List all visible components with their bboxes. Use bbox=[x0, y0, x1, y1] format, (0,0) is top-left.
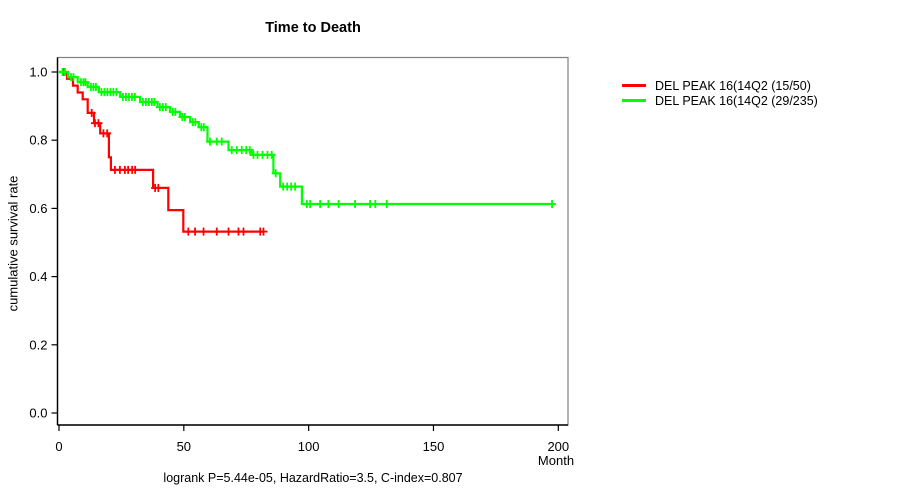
y-axis-label: cumulative survival rate bbox=[5, 175, 21, 312]
x-tick-label: 150 bbox=[423, 439, 445, 454]
survival-curve-green bbox=[59, 70, 554, 206]
legend-item-red: DEL PEAK 16(14Q2 (15/50) bbox=[622, 78, 818, 93]
legend-item-green: DEL PEAK 16(14Q2 (29/235) bbox=[622, 93, 818, 108]
y-tick-label: 0.8 bbox=[29, 133, 47, 148]
y-tick-label: 0.6 bbox=[29, 201, 47, 216]
survival-curve-red bbox=[59, 70, 265, 233]
plot-box bbox=[56, 56, 569, 426]
x-tick-label: 50 bbox=[177, 439, 191, 454]
green-line-swatch bbox=[622, 99, 646, 102]
x-tick-label: 0 bbox=[55, 439, 62, 454]
red-line-swatch bbox=[622, 84, 646, 87]
y-tick-label: 1.0 bbox=[29, 65, 47, 80]
legend-label-green: DEL PEAK 16(14Q2 (29/235) bbox=[655, 93, 818, 108]
stats-annotation: logrank P=5.44e-05, HazardRatio=3.5, C-i… bbox=[163, 471, 463, 485]
chart-title: Time to Death bbox=[265, 20, 361, 36]
legend-label-red: DEL PEAK 16(14Q2 (15/50) bbox=[655, 78, 811, 93]
y-tick-label: 0.0 bbox=[29, 406, 47, 421]
x-axis-label: Month bbox=[537, 453, 575, 468]
x-tick-label: 100 bbox=[298, 439, 320, 454]
y-tick-label: 0.4 bbox=[29, 269, 47, 284]
x-tick-label: 200 bbox=[547, 439, 569, 454]
legend: DEL PEAK 16(14Q2 (15/50) DEL PEAK 16(14Q… bbox=[622, 78, 818, 108]
y-tick-label: 0.2 bbox=[29, 337, 47, 352]
